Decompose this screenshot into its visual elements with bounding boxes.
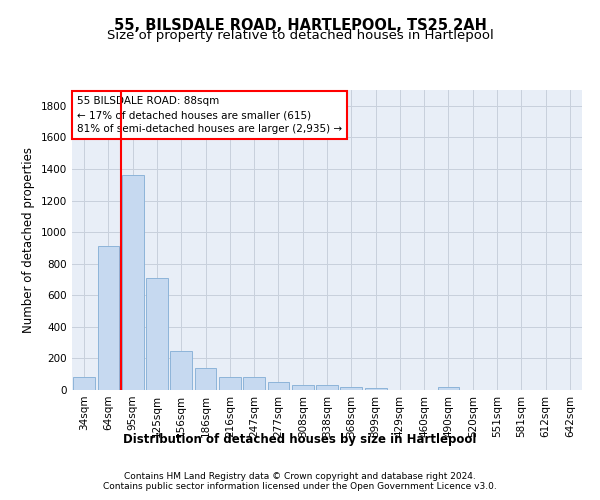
Text: Size of property relative to detached houses in Hartlepool: Size of property relative to detached ho… [107, 29, 493, 42]
Bar [73, 378, 95, 390]
Bar [316, 386, 338, 390]
Bar [243, 376, 265, 390]
Bar [219, 376, 241, 390]
Bar [365, 388, 386, 390]
Bar [122, 176, 143, 390]
Bar [97, 246, 119, 390]
Bar [146, 278, 168, 390]
Text: Distribution of detached houses by size in Hartlepool: Distribution of detached houses by size … [124, 432, 476, 446]
Bar [194, 368, 217, 390]
Bar [340, 387, 362, 390]
Bar [170, 350, 192, 390]
Bar [437, 387, 460, 390]
Text: 55, BILSDALE ROAD, HARTLEPOOL, TS25 2AH: 55, BILSDALE ROAD, HARTLEPOOL, TS25 2AH [113, 18, 487, 32]
Text: Contains HM Land Registry data © Crown copyright and database right 2024.: Contains HM Land Registry data © Crown c… [124, 472, 476, 481]
Text: Contains public sector information licensed under the Open Government Licence v3: Contains public sector information licen… [103, 482, 497, 491]
Text: 55 BILSDALE ROAD: 88sqm
← 17% of detached houses are smaller (615)
81% of semi-d: 55 BILSDALE ROAD: 88sqm ← 17% of detache… [77, 96, 342, 134]
Bar [268, 382, 289, 390]
Y-axis label: Number of detached properties: Number of detached properties [22, 147, 35, 333]
Bar [292, 386, 314, 390]
